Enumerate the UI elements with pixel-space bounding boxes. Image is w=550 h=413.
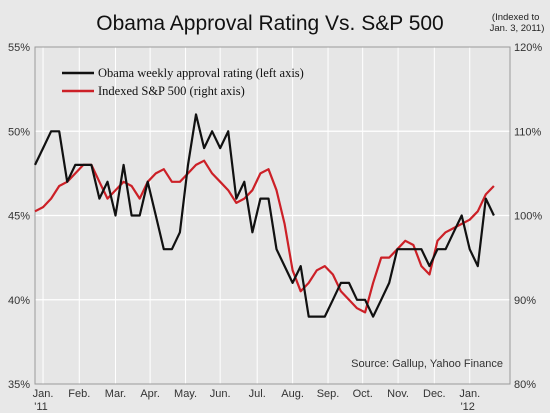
legend-label-sp500: Indexed S&P 500 (right axis): [98, 84, 245, 98]
right-axis-tick-label: 90%: [514, 295, 536, 307]
x-axis-tick-label: Jan.: [459, 388, 480, 400]
series-lines: [34, 113, 495, 318]
left-axis-tick-label: 50%: [8, 126, 30, 138]
legend-label-approval: Obama weekly approval rating (left axis): [98, 66, 304, 80]
x-axis-tick-label: May.: [174, 388, 197, 400]
x-axis-year-label: '11: [34, 401, 48, 413]
title-note: (Indexed to Jan. 3, 2011): [490, 12, 545, 34]
x-axis-tick-label: Apr.: [140, 388, 160, 400]
x-axis-tick-label: Oct.: [353, 388, 373, 400]
x-axis-tick-label: Aug.: [281, 388, 304, 400]
legend: Obama weekly approval rating (left axis)…: [62, 66, 304, 98]
left-axis-tick-label: 40%: [8, 295, 30, 307]
right-axis-tick-label: 80%: [514, 379, 536, 391]
title-note-line-1: (Indexed to: [492, 12, 540, 23]
left-axis-tick-label: 55%: [8, 42, 30, 54]
x-axis-tick-label: Jan.: [33, 388, 54, 400]
chart-title: Obama Approval Rating Vs. S&P 500: [96, 12, 443, 35]
right-axis-tick-label: 100%: [514, 211, 542, 223]
x-axis-year-label: '12: [461, 401, 475, 413]
left-axis-tick-label: 45%: [8, 211, 30, 223]
plot-frame: [34, 46, 511, 385]
x-axis-tick-label: Feb.: [68, 388, 90, 400]
x-axis-tick-label: Nov.: [387, 388, 409, 400]
title-note-line-2: Jan. 3, 2011): [490, 23, 545, 34]
x-axis-tick-label: Mar.: [105, 388, 126, 400]
x-axis-tick-label: Jun.: [210, 388, 231, 400]
right-axis-tick-label: 120%: [514, 42, 542, 54]
x-axis-tick-label: Sep.: [317, 388, 340, 400]
source-note: Source: Gallup, Yahoo Finance: [351, 358, 503, 370]
left-axis-tick-label: 35%: [8, 379, 30, 391]
right-axis-tick-label: 110%: [514, 126, 542, 138]
x-axis-tick-label: Dec.: [423, 388, 446, 400]
x-axis-tick-label: Jul.: [249, 388, 266, 400]
left-axis-ticks: 55% 50% 45% 40% 35%: [8, 42, 30, 391]
x-axis-labels: Jan. Feb. Mar. Apr. May. Jun. Jul. Aug. Sep. Oct.…: [33, 388, 480, 413]
right-axis-ticks: 120% 110% 100% 90% 80%: [514, 42, 542, 391]
approval-line: [34, 113, 495, 318]
